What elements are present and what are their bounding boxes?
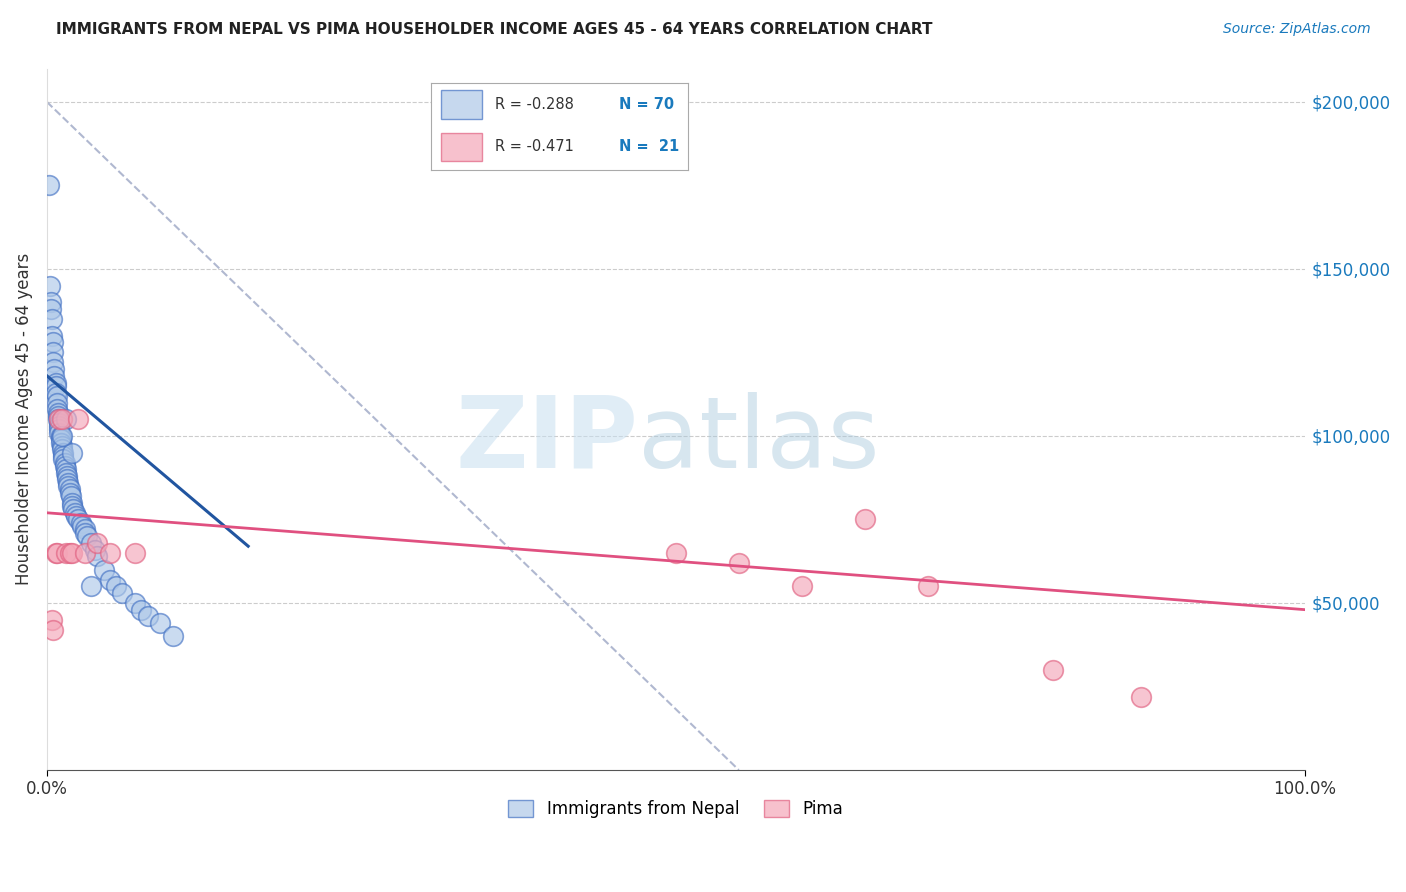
Point [44, 368, 66, 383]
Point [49, 432, 72, 446]
Point [67, 412, 90, 426]
Point [917, 579, 939, 593]
Point [86, 549, 108, 564]
Point [149, 615, 172, 630]
Point [45, 385, 67, 400]
Point [63, 506, 86, 520]
Point [53, 458, 76, 473]
Point [45, 379, 67, 393]
Point [60, 445, 83, 459]
Point [45, 546, 67, 560]
Point [39, 295, 62, 310]
Point [56, 469, 79, 483]
Point [51, 442, 73, 457]
Point [49, 435, 72, 450]
Point [51, 412, 73, 426]
Point [665, 546, 688, 560]
Point [59, 489, 82, 503]
Point [80, 536, 103, 550]
Point [853, 512, 876, 526]
Point [60, 496, 83, 510]
Point [46, 546, 69, 560]
Point [44, 362, 66, 376]
Point [48, 425, 70, 440]
Point [58, 483, 80, 497]
Point [129, 602, 152, 616]
Point [39, 301, 62, 316]
Point [46, 406, 69, 420]
Point [62, 502, 84, 516]
Point [53, 456, 76, 470]
Point [51, 439, 73, 453]
Point [60, 499, 83, 513]
Point [76, 529, 98, 543]
Point [46, 402, 69, 417]
Point [124, 596, 146, 610]
Y-axis label: Householder Income Ages 45 - 64 years: Householder Income Ages 45 - 64 years [15, 253, 32, 585]
Point [46, 395, 69, 409]
Point [39, 278, 62, 293]
Point [98, 546, 121, 560]
Point [162, 629, 184, 643]
Point [93, 563, 115, 577]
Point [48, 412, 70, 426]
Point [105, 579, 128, 593]
Text: Source: ZipAtlas.com: Source: ZipAtlas.com [1223, 22, 1371, 37]
Point [42, 345, 65, 359]
Point [52, 445, 75, 459]
Point [790, 579, 813, 593]
Point [52, 452, 75, 467]
Point [48, 416, 70, 430]
Point [58, 479, 80, 493]
Point [52, 449, 75, 463]
Text: IMMIGRANTS FROM NEPAL VS PIMA HOUSEHOLDER INCOME AGES 45 - 64 YEARS CORRELATION : IMMIGRANTS FROM NEPAL VS PIMA HOUSEHOLDE… [56, 22, 932, 37]
Point [42, 355, 65, 369]
Point [38, 178, 60, 193]
Point [124, 546, 146, 560]
Point [70, 516, 93, 530]
Point [41, 312, 63, 326]
Point [46, 409, 69, 423]
Point [727, 556, 749, 570]
Point [41, 328, 63, 343]
Point [41, 613, 63, 627]
Point [70, 519, 93, 533]
Legend: Immigrants from Nepal, Pima: Immigrants from Nepal, Pima [502, 793, 851, 825]
Point [48, 419, 70, 434]
Point [86, 536, 108, 550]
Point [98, 573, 121, 587]
Point [60, 546, 83, 560]
Point [83, 542, 105, 557]
Point [58, 475, 80, 490]
Point [67, 512, 90, 526]
Point [48, 422, 70, 436]
Point [80, 579, 103, 593]
Point [55, 462, 77, 476]
Point [56, 472, 79, 486]
Point [46, 389, 69, 403]
Point [42, 623, 65, 637]
Point [45, 376, 67, 390]
Point [49, 429, 72, 443]
Point [46, 412, 69, 426]
Point [136, 609, 159, 624]
Point [73, 523, 96, 537]
Point [1042, 663, 1064, 677]
Point [55, 412, 77, 426]
Point [58, 546, 80, 560]
Point [73, 525, 96, 540]
Point [42, 335, 65, 350]
Point [73, 546, 96, 560]
Point [55, 466, 77, 480]
Point [58, 485, 80, 500]
Point [1130, 690, 1153, 704]
Point [65, 509, 87, 524]
Point [111, 586, 134, 600]
Point [51, 429, 73, 443]
Point [55, 546, 77, 560]
Text: atlas: atlas [638, 392, 880, 489]
Text: ZIP: ZIP [456, 392, 638, 489]
